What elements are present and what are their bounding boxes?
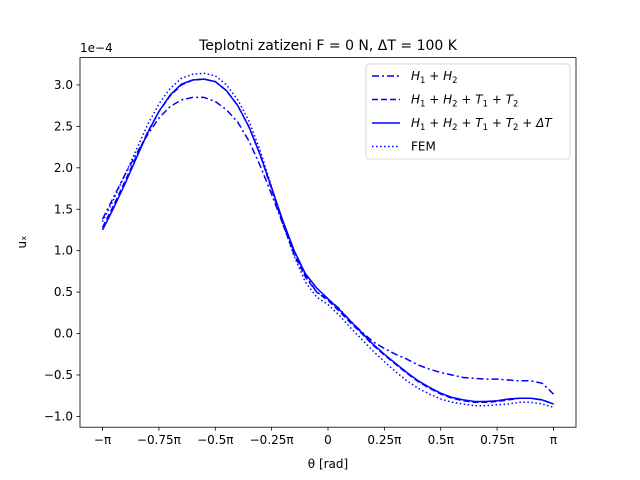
chart-title: Teplotni zatizeni F = 0 N, ΔT = 100 K: [198, 38, 458, 54]
x-axis-label: θ [rad]: [308, 457, 348, 471]
series-layer: [101, 72, 555, 409]
x-tick-label: 0: [324, 433, 332, 447]
x-tick-label: 0.75π: [480, 433, 514, 447]
y-tick-label: 0.0: [54, 327, 73, 341]
x-tick-label: 0.25π: [367, 433, 401, 447]
y-tick-label: −0.5: [44, 368, 73, 382]
y-tick-label: 1.5: [54, 202, 73, 216]
y-tick-label: 0.5: [54, 285, 73, 299]
x-tick-label: −0.25π: [250, 433, 294, 447]
y-scale-label: 1e−4: [80, 41, 113, 55]
x-tick-label: π: [550, 433, 557, 447]
series-line-4: [101, 72, 554, 409]
legend-box: [365, 63, 571, 160]
x-tick-label: −0.75π: [137, 433, 181, 447]
x-tick-label: −0.5π: [197, 433, 233, 447]
legend: H1 + H2 H1 + H2 + T1 + T2 H1 + H2 + T1 + T…: [365, 63, 571, 160]
y-axis-label: uₓ: [15, 236, 29, 249]
y-tick-label: 1.0: [54, 244, 73, 258]
x-axis: −π −0.75π −0.5π −0.25π 0 0.25π 0.5π 0.75π π: [94, 427, 557, 447]
x-tick-label: −π: [94, 433, 111, 447]
y-tick-label: 2.0: [54, 161, 73, 175]
y-tick-label: 3.0: [54, 78, 73, 92]
y-tick-label: −1.0: [44, 409, 73, 423]
y-tick-label: 2.5: [54, 119, 73, 133]
y-axis: −1.0 −0.5 0.0 0.5 1.0 1.5 2.0 2.5 3.0: [44, 78, 80, 423]
series-line-3: [101, 78, 554, 405]
legend-label-3: H1 + H2 + T1 + T2 + ΔT: [411, 116, 553, 133]
legend-label-4: FEM: [411, 140, 436, 154]
legend-label-1: H1 + H2: [411, 69, 458, 86]
legend-label-2: H1 + H2 + T1 + T2: [411, 93, 518, 110]
x-tick-label: 0.5π: [428, 433, 454, 447]
